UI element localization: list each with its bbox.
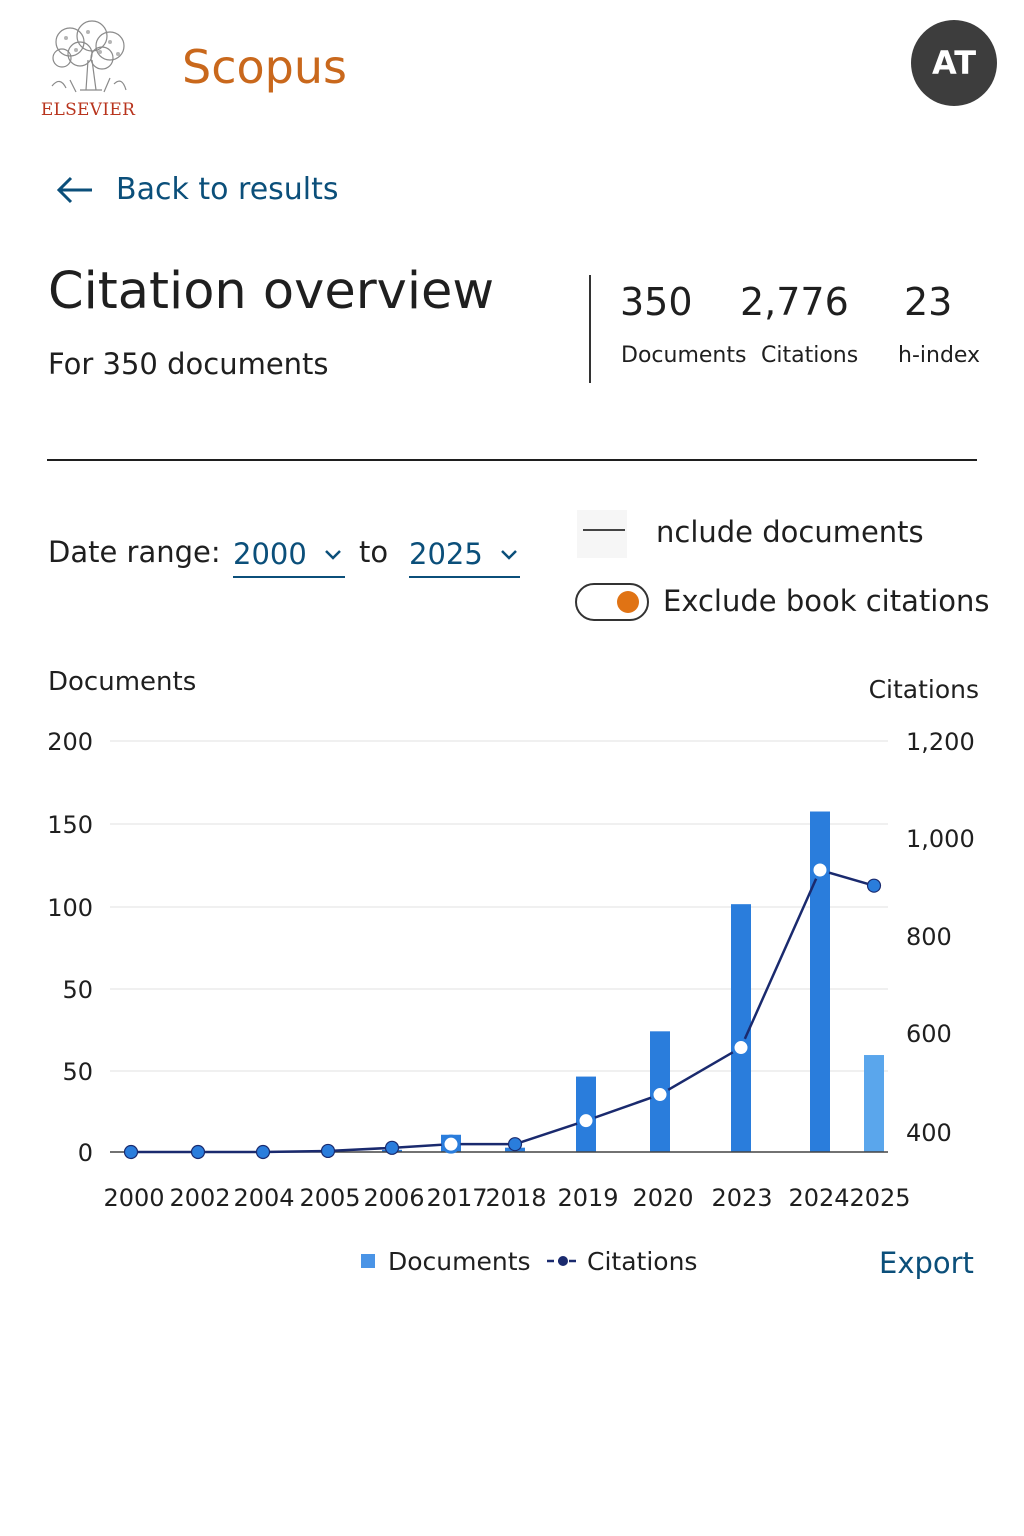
x-tick-label: 2018 — [485, 1184, 546, 1212]
export-button[interactable]: Export — [879, 1246, 974, 1280]
back-to-results-label: Back to results — [116, 172, 339, 207]
right-tick-label: 800 — [906, 923, 952, 951]
elsevier-tree-logo — [40, 20, 136, 110]
to-year-value: 2025 — [409, 537, 483, 571]
legend-documents-label: Documents — [388, 1247, 531, 1276]
x-tick-label: 2017 — [426, 1184, 487, 1212]
documents-label: Documents — [621, 343, 747, 368]
citations-point[interactable] — [650, 1085, 670, 1105]
from-year-select[interactable]: 2000 — [233, 532, 345, 578]
right-tick-label: 1,000 — [906, 825, 975, 853]
back-to-results-link[interactable]: Back to results — [56, 172, 339, 207]
x-tick-label: 2025 — [849, 1184, 910, 1212]
scopus-brand[interactable]: Scopus — [182, 40, 347, 94]
from-year-value: 2000 — [233, 537, 307, 571]
x-tick-label: 2002 — [169, 1184, 230, 1212]
left-tick-label: 50 — [62, 1058, 93, 1086]
left-axis-title: Documents — [48, 667, 196, 697]
citations-point[interactable] — [507, 1137, 523, 1152]
citations-point[interactable] — [384, 1140, 400, 1155]
x-tick-label: 2006 — [363, 1184, 424, 1212]
citations-count: 2,776 — [740, 280, 849, 324]
citations-line — [131, 868, 875, 1154]
documents-count: 350 — [620, 280, 693, 324]
legend-citations-marker — [558, 1256, 568, 1266]
citations-point[interactable] — [123, 1144, 139, 1160]
to-year-select[interactable]: 2025 — [409, 532, 520, 578]
citations-point[interactable] — [810, 860, 830, 880]
citations-point[interactable] — [731, 1038, 751, 1058]
x-tick-label: 2019 — [557, 1184, 618, 1212]
left-tick-label: 200 — [47, 728, 93, 756]
left-tick-label: 150 — [47, 811, 93, 839]
metrics-divider — [589, 275, 591, 383]
left-tick-label: 0 — [78, 1139, 93, 1167]
left-tick-label: 100 — [47, 894, 93, 922]
citations-point[interactable] — [576, 1111, 596, 1131]
right-axis-title: Citations — [869, 675, 979, 704]
x-tick-label: 2020 — [632, 1184, 693, 1212]
h-index-value: 23 — [904, 280, 953, 324]
legend-documents-swatch — [361, 1254, 375, 1268]
documents-bar[interactable] — [810, 811, 830, 1152]
citations-label: Citations — [761, 343, 859, 368]
documents-bar[interactable] — [864, 1055, 884, 1152]
legend-citations-label: Citations — [587, 1247, 697, 1276]
arrow-left-icon — [56, 176, 92, 203]
right-tick-label: 400 — [906, 1119, 952, 1147]
elsevier-wordmark: ELSEVIER — [40, 100, 136, 120]
exclude-book-citations-toggle[interactable] — [575, 583, 649, 621]
x-tick-label: 2024 — [788, 1184, 849, 1212]
include-documents-label: nclude documents — [656, 515, 924, 549]
user-avatar[interactable]: AT — [911, 20, 997, 106]
citations-point[interactable] — [441, 1134, 461, 1154]
section-divider — [47, 459, 977, 461]
exclude-book-citations-label: Exclude book citations — [663, 584, 990, 618]
documents-bar[interactable] — [731, 904, 751, 1152]
citations-point[interactable] — [866, 878, 882, 893]
include-documents-toggle[interactable] — [577, 510, 627, 558]
toggle-knob — [617, 591, 639, 613]
citations-point[interactable] — [190, 1144, 206, 1160]
to-label: to — [359, 535, 389, 569]
citations-point[interactable] — [320, 1143, 336, 1159]
x-tick-label: 2004 — [233, 1184, 294, 1212]
page-subtitle: For 350 documents — [48, 347, 329, 381]
x-tick-label: 2023 — [711, 1184, 772, 1212]
right-tick-label: 600 — [906, 1020, 952, 1048]
citations-point[interactable] — [255, 1144, 271, 1160]
chevron-down-icon — [324, 550, 341, 560]
citation-chart: Documents Citations 200 150 100 50 50 0 1,200… — [47, 667, 979, 1276]
h-index-label: h-index — [898, 343, 981, 368]
right-tick-label: 1,200 — [906, 728, 975, 756]
date-range-label: Date range: — [48, 535, 221, 569]
x-tick-label: 2000 — [103, 1184, 164, 1212]
include-documents-toggle-track — [583, 529, 625, 531]
chevron-down-icon — [500, 550, 517, 560]
x-tick-label: 2005 — [299, 1184, 360, 1212]
left-tick-label: 50 — [62, 976, 93, 1004]
page-title: Citation overview — [48, 262, 495, 321]
